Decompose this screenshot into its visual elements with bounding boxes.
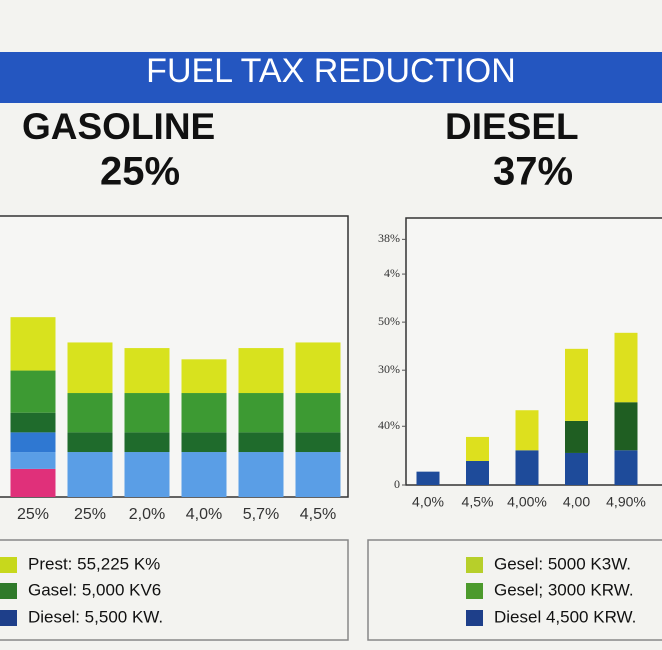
- y-tick-label: 40%: [378, 418, 400, 432]
- y-tick-label: 50%: [378, 314, 400, 328]
- y-tick-label: 4%: [384, 266, 400, 280]
- bar-segment: [238, 393, 284, 433]
- legend-swatch: [0, 610, 17, 626]
- bar-segment: [466, 436, 489, 461]
- x-tick-label: 2,0%: [129, 506, 165, 523]
- bar-segment: [466, 460, 489, 485]
- gasoline-label: GASOLINE: [22, 106, 215, 147]
- x-tick-label: 4,00: [563, 494, 590, 510]
- legend-swatch: [466, 610, 483, 626]
- bar-segment: [10, 468, 56, 497]
- legend-label: Diesel: 5,500 KW.: [28, 607, 163, 626]
- x-tick-label: 4,00%: [507, 494, 547, 510]
- x-tick-label: 4,0%: [412, 494, 444, 510]
- bar-segment: [67, 452, 113, 497]
- bar-segment: [124, 432, 170, 453]
- bar-segment: [565, 348, 588, 421]
- bar-segment: [10, 412, 56, 433]
- bar-segment: [10, 432, 56, 453]
- bar-segment: [10, 452, 56, 469]
- legend-swatch: [466, 557, 483, 573]
- bar-segment: [565, 452, 588, 485]
- legend-label: Prest: 55,225 K%: [28, 554, 160, 573]
- legend-swatch: [0, 583, 17, 599]
- bar-segment: [124, 393, 170, 433]
- gasoline-amount: 25%: [100, 150, 180, 194]
- legend-label: Diesel 4,500 KRW.: [494, 607, 636, 626]
- diesel-label: DIESEL: [445, 106, 579, 147]
- bar-segment: [10, 317, 56, 371]
- bar-segment: [181, 359, 227, 394]
- bar-segment: [515, 450, 539, 485]
- x-tick-label: 5,7%: [243, 506, 279, 523]
- x-tick-label: 25%: [17, 506, 49, 523]
- y-tick-label: 30%: [378, 362, 400, 376]
- bar-segment: [67, 393, 113, 433]
- bar-segment: [238, 348, 284, 394]
- banner: [0, 52, 662, 103]
- bar-segment: [67, 342, 113, 394]
- bar-segment: [416, 471, 440, 485]
- x-tick-label: 4,5%: [300, 506, 336, 523]
- diesel-amount: 37%: [493, 150, 573, 194]
- bar-segment: [238, 432, 284, 453]
- bar-segment: [181, 432, 227, 453]
- bar-segment: [238, 452, 284, 497]
- bar-segment: [67, 432, 113, 453]
- bar-segment: [124, 452, 170, 497]
- legend-swatch: [466, 583, 483, 599]
- right-legend-frame: [367, 539, 662, 641]
- banner-title: FUEL TAX REDUCTION: [146, 52, 516, 90]
- legend-label: Gasel: 5,000 KV6: [28, 580, 161, 599]
- legend-swatch: [0, 557, 17, 573]
- bar-segment: [295, 452, 341, 497]
- bar-segment: [181, 452, 227, 497]
- bar-segment: [295, 342, 341, 394]
- bar-segment: [295, 432, 341, 453]
- bar-segment: [295, 393, 341, 433]
- bar-segment: [614, 450, 638, 485]
- left-chart-frame: [0, 215, 349, 498]
- x-tick-label: 4,5%: [462, 494, 494, 510]
- bar-segment: [124, 348, 170, 394]
- legend-label: Gesel; 3000 KRW.: [494, 580, 634, 599]
- bar-segment: [565, 420, 588, 453]
- x-tick-label: 4,0%: [186, 506, 222, 523]
- x-tick-label: 4,90%: [606, 494, 646, 510]
- legend-label: Gesel: 5000 K3W.: [494, 554, 631, 573]
- bar-segment: [614, 332, 638, 403]
- bar-segment: [614, 402, 638, 451]
- left-legend-frame: [0, 539, 349, 641]
- y-tick-label: 0: [394, 477, 400, 491]
- x-tick-label: 25%: [74, 506, 106, 523]
- y-tick-label: 38%: [378, 231, 400, 245]
- bar-segment: [181, 393, 227, 433]
- bar-segment: [10, 370, 56, 413]
- bar-segment: [515, 410, 539, 451]
